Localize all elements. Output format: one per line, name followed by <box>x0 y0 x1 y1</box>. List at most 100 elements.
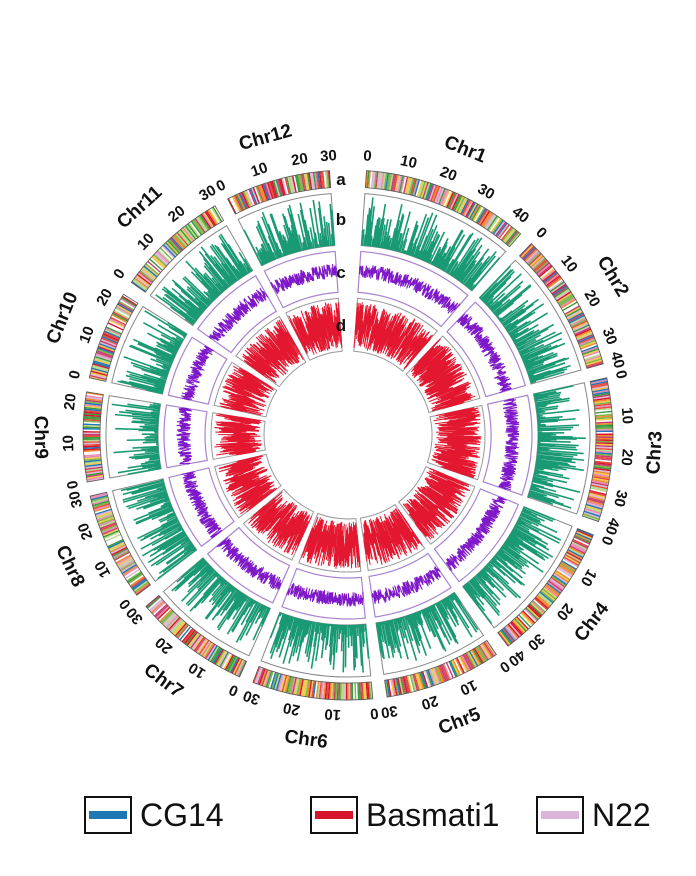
haplotype-block <box>274 180 281 197</box>
track-b-bar <box>485 564 522 599</box>
track-b-bar <box>503 542 509 548</box>
track-b-bar <box>379 622 385 643</box>
track-b-bar <box>288 616 295 631</box>
track-b-bar <box>304 621 313 654</box>
track-b-bar <box>460 263 476 283</box>
haplotype-block <box>185 224 198 239</box>
haplotype-block <box>121 295 138 306</box>
track-b-bar <box>484 566 518 599</box>
track-b-bar <box>299 209 310 250</box>
track-b-bar <box>470 257 501 292</box>
track-b-bar <box>216 574 220 579</box>
track-b-bar <box>516 334 541 349</box>
track-b-bar <box>128 345 173 365</box>
haplotype-block <box>162 244 176 258</box>
track-b-bar <box>517 519 526 525</box>
haplotype-block <box>92 500 110 507</box>
track-b-bar <box>504 541 518 551</box>
haplotype-block <box>264 183 271 200</box>
haplotype-block <box>85 397 103 402</box>
track-b-bar <box>452 237 480 278</box>
haplotype-block <box>217 651 228 667</box>
track-b-bar <box>185 260 220 297</box>
haplotype-block <box>532 600 546 613</box>
track-b-bar <box>443 263 450 272</box>
haplotype-block <box>385 172 390 190</box>
haplotype-block <box>305 679 310 697</box>
track-b-bar <box>290 232 298 253</box>
haplotype-block <box>536 262 550 275</box>
track-b-bar <box>235 588 238 592</box>
legend-swatch-basmati1 <box>310 796 358 834</box>
haplotype-block <box>572 538 589 548</box>
tick-label: 10 <box>91 558 114 581</box>
haplotype-block <box>412 674 419 691</box>
track-b-bar <box>207 290 217 300</box>
haplotype-block <box>511 620 525 634</box>
track-b-bar <box>528 373 534 377</box>
track-d-line <box>214 413 263 456</box>
haplotype-block <box>411 178 418 196</box>
track-b-bar <box>180 289 205 312</box>
haplotype-block <box>593 400 611 404</box>
haplotype-block <box>496 222 508 238</box>
haplotype-block <box>173 234 186 249</box>
legend-item-n22: N22 <box>536 790 651 840</box>
chromosome-label: Chr12 <box>237 120 295 155</box>
track-b-bar <box>521 345 552 360</box>
haplotype-block <box>92 361 110 368</box>
track-b-bar <box>207 290 216 300</box>
haplotype-block <box>456 196 466 213</box>
haplotype-block <box>90 492 108 498</box>
track-b-bar <box>394 618 400 631</box>
haplotype-block <box>530 602 544 615</box>
haplotype-block <box>445 662 454 679</box>
haplotype-block <box>90 368 108 375</box>
track-b-bar <box>275 242 283 258</box>
haplotype-block <box>582 348 599 355</box>
haplotype-block <box>574 535 591 544</box>
track-b-bar <box>414 612 422 626</box>
haplotype-block <box>83 421 101 425</box>
track-b-bar <box>519 516 539 527</box>
track-b-bar <box>512 528 550 551</box>
haplotype-block <box>93 360 111 367</box>
haplotype-block <box>216 650 227 666</box>
haplotype-block <box>107 322 124 331</box>
track-b-bar <box>517 520 540 533</box>
haplotype-block <box>377 171 382 189</box>
track-b-bar <box>530 486 575 501</box>
track-b-bar <box>534 393 561 401</box>
track-b-bar <box>329 203 335 246</box>
haplotype-block <box>533 258 547 272</box>
track-b-bar <box>155 294 195 324</box>
track-b-bar <box>496 552 518 570</box>
track-b-bar <box>537 428 572 432</box>
haplotype-block <box>280 674 286 692</box>
haplotype-block <box>399 677 405 695</box>
track-b-bar <box>184 317 194 326</box>
track-d-line <box>301 516 361 569</box>
track-b-bar <box>145 490 167 499</box>
haplotype-block <box>592 391 610 396</box>
haplotype-block <box>115 307 131 317</box>
track-b-bar <box>521 510 545 522</box>
haplotype-block <box>145 595 160 608</box>
track-b-bar <box>360 230 364 246</box>
track-b-bar <box>130 344 173 364</box>
track-b-bar <box>388 246 391 250</box>
track-b-bar <box>501 545 528 564</box>
haplotype-block <box>96 351 113 359</box>
track-b-bar <box>537 426 574 430</box>
track-c-line <box>285 582 364 608</box>
haplotype-block <box>105 327 122 336</box>
haplotype-block <box>202 212 213 228</box>
haplotype-block <box>89 376 107 382</box>
track-b-bar <box>377 204 387 248</box>
haplotype-block <box>102 334 119 343</box>
haplotype-block <box>458 656 468 673</box>
track-b-bar <box>289 618 299 647</box>
track-b-bar <box>484 565 500 580</box>
track-b-bar <box>227 592 243 615</box>
haplotype-block <box>559 563 575 574</box>
